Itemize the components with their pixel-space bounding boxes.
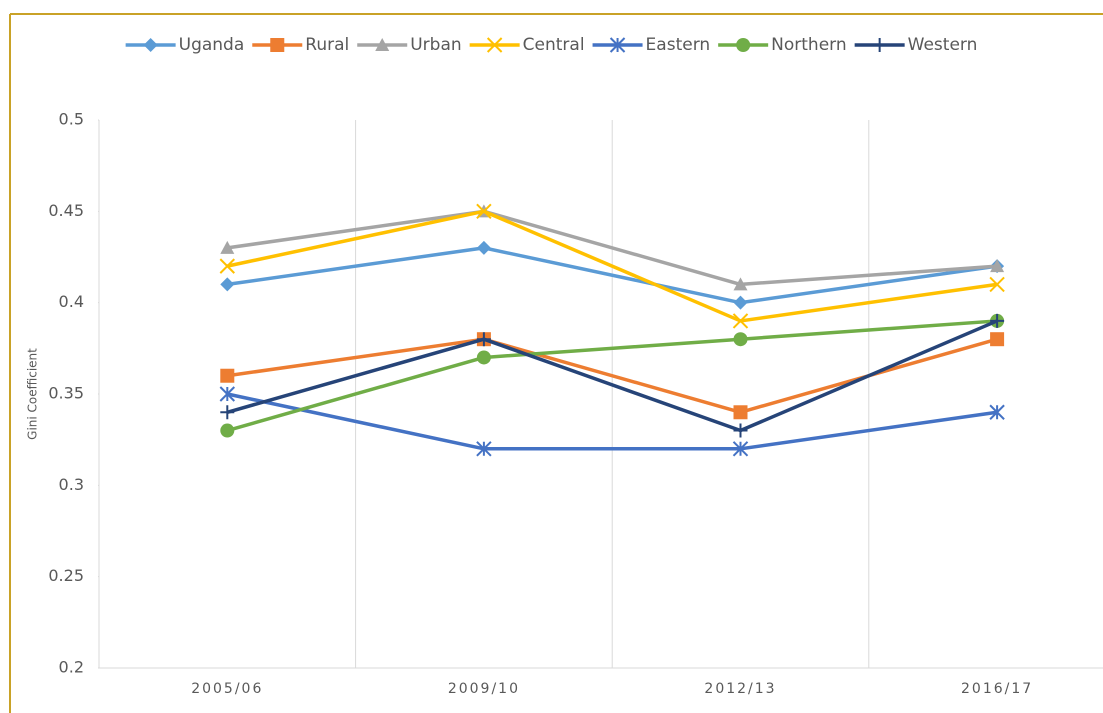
legend-marker <box>143 38 158 52</box>
data-point <box>733 405 748 420</box>
data-point <box>476 332 491 347</box>
legend-label: Uganda <box>179 35 245 55</box>
legend-label: Northern <box>771 35 846 55</box>
data-point <box>476 350 491 365</box>
legend-marker <box>486 37 503 53</box>
data-point <box>989 276 1005 293</box>
y-tick-label: 0.2 <box>59 658 84 677</box>
series-line <box>227 246 998 305</box>
legend-label: Western <box>908 35 978 55</box>
data-point <box>733 332 748 347</box>
data-point <box>220 240 235 254</box>
data-point <box>476 203 492 220</box>
data-point <box>733 295 748 310</box>
x-tick-label: 2009/10 <box>448 681 520 697</box>
data-point <box>990 332 1005 347</box>
x-tick-label: 2016/17 <box>961 681 1033 697</box>
series-line <box>226 319 998 433</box>
y-tick-label: 0.4 <box>59 292 84 311</box>
data-point <box>989 404 1005 420</box>
data-point <box>220 423 235 438</box>
legend-marker <box>270 38 285 52</box>
data-point <box>476 240 491 255</box>
data-point <box>476 441 492 457</box>
legend-label: Rural <box>305 35 349 55</box>
data-point <box>733 423 748 438</box>
data-point <box>220 368 235 383</box>
series-line <box>226 209 998 323</box>
data-point <box>990 313 1005 328</box>
y-tick-label: 0.35 <box>48 384 84 403</box>
legend-marker <box>609 37 626 53</box>
legend-label: Eastern <box>646 35 711 55</box>
data-point <box>219 386 236 402</box>
y-tick-label: 0.5 <box>59 110 84 129</box>
legend-marker <box>375 38 390 51</box>
data-point <box>732 441 749 457</box>
legend-marker <box>736 38 751 52</box>
data-point <box>220 405 235 420</box>
y-tick-label: 0.25 <box>48 566 84 585</box>
series-line <box>227 209 998 287</box>
y-tick-label: 0.3 <box>59 475 84 494</box>
x-tick-label: 2012/13 <box>704 681 776 697</box>
legend-marker <box>872 38 887 52</box>
legend: Uganda Rural Urban Central Eastern Northern We… <box>125 35 978 55</box>
legend-label: Central <box>523 35 585 55</box>
y-tick-label: 0.45 <box>48 201 84 220</box>
x-tick-label: 2005/06 <box>191 681 263 697</box>
data-point <box>220 277 235 292</box>
y-axis-label: Gini Coefficient <box>26 348 40 440</box>
data-point <box>732 313 749 329</box>
data-point <box>990 259 1005 273</box>
data-point <box>733 277 748 291</box>
legend-label: Urban <box>410 35 461 55</box>
series-line <box>226 319 998 433</box>
series-line <box>226 392 998 451</box>
data-point <box>219 258 236 274</box>
